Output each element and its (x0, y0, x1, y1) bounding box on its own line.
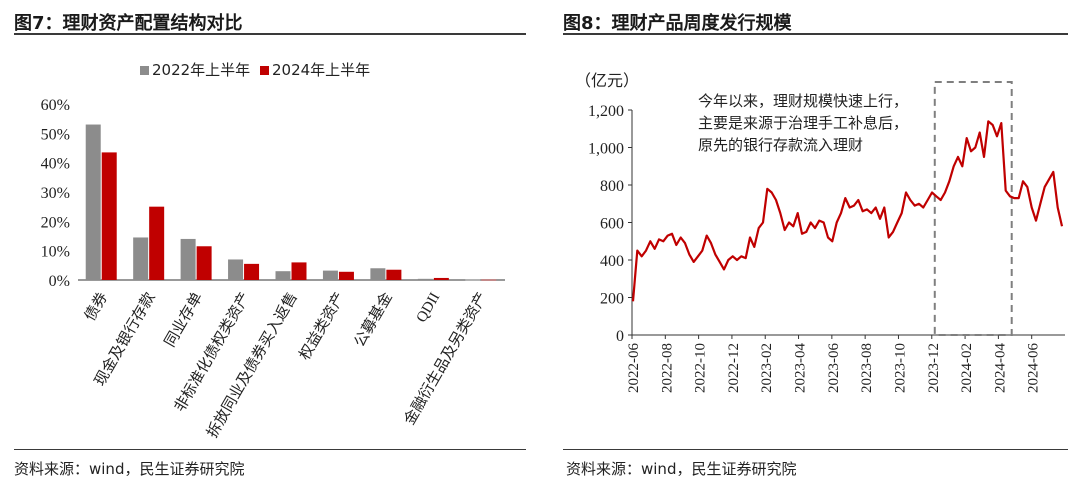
x-tick-label: 2023-08 (859, 343, 875, 393)
highlight-dashed-box (933, 81, 1013, 336)
bar (180, 238, 196, 280)
bar (322, 270, 338, 280)
legend-label: 2024年上半年 (272, 61, 370, 79)
y-tick-label: 1,200 (588, 103, 624, 120)
x-tick-label: 2022-08 (659, 343, 675, 393)
bar (133, 237, 149, 280)
legend-swatch (260, 66, 269, 75)
bar (417, 278, 433, 280)
y-tick-label: 200 (600, 291, 624, 308)
x-tick-label: 2023-02 (759, 343, 775, 393)
y-tick-label: 60% (41, 97, 70, 114)
y-axis-unit-label: （亿元） (575, 71, 639, 90)
bar (196, 246, 212, 280)
bar (465, 279, 481, 281)
x-tick-label: 2022-12 (726, 343, 742, 393)
bar (370, 268, 386, 280)
left-chart-title: 图7：理财资产配置结构对比 (14, 13, 243, 34)
y-tick-label: 10% (41, 244, 70, 261)
right-title-rule (563, 33, 1068, 35)
annotation-line: 主要是来源于治理手工补息后， (698, 114, 908, 132)
y-tick-label: 20% (41, 214, 70, 231)
x-tick-label: 2023-12 (926, 343, 942, 393)
y-tick-label: 400 (600, 253, 624, 270)
bar (101, 152, 117, 280)
bar (149, 206, 165, 280)
left-bottom-rule (14, 449, 526, 450)
y-tick-label: 50% (41, 126, 70, 143)
legend-label: 2022年上半年 (152, 61, 250, 79)
bar (291, 262, 307, 280)
x-tick-label: 2022-10 (693, 343, 709, 393)
x-tick-label: 2023-04 (793, 343, 809, 393)
y-tick-label: 30% (41, 185, 70, 202)
left-source-note: 资料来源：wind，民生证券研究院 (14, 460, 245, 478)
x-tick-label: 2023-06 (826, 343, 842, 393)
right-chart-title: 图8：理财产品周度发行规模 (563, 13, 792, 34)
x-tick-label: 2024-02 (959, 343, 975, 393)
left-title-rule (14, 33, 526, 35)
y-tick-label: 0 (616, 328, 624, 345)
bar (386, 269, 402, 280)
y-tick-label: 800 (600, 178, 624, 195)
x-tick-label: 2024-06 (1026, 343, 1042, 393)
bar (338, 271, 354, 280)
bar (228, 259, 244, 280)
y-tick-label: 0% (49, 273, 70, 290)
x-tick-label: 2023-10 (892, 343, 908, 393)
bar (244, 263, 260, 280)
legend-swatch (140, 66, 149, 75)
annotation-line: 原先的银行存款流入理财 (698, 136, 863, 154)
bar (481, 279, 497, 281)
x-tick-label: 2022-06 (626, 343, 642, 393)
right-bottom-rule (563, 449, 1068, 450)
x-tick-label: 2024-04 (992, 343, 1008, 393)
y-tick-label: 600 (600, 216, 624, 233)
bar (433, 277, 449, 280)
y-tick-label: 40% (41, 156, 70, 173)
annotation-line: 今年以来，理财规模快速上行， (698, 92, 908, 110)
y-tick-label: 1,000 (588, 141, 624, 158)
bar (85, 124, 101, 281)
issuance-series-line (631, 120, 1064, 302)
bar (275, 271, 291, 280)
right-source-note: 资料来源：wind，民生证券研究院 (566, 460, 797, 478)
